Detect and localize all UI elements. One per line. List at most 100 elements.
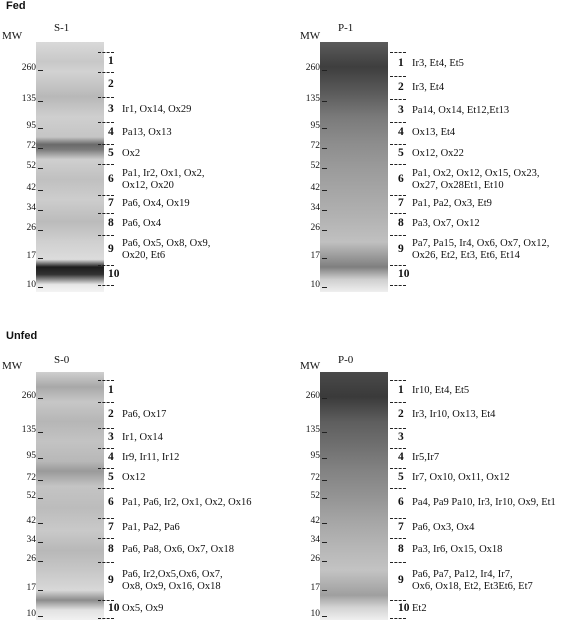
mw-tick-label: 72 xyxy=(26,141,37,151)
mw-tick-label: 17 xyxy=(310,251,321,261)
band-number: 6 xyxy=(398,172,404,185)
band-boundary-dash xyxy=(98,618,114,619)
band-boundary-dash xyxy=(98,468,114,469)
band-boundary-dash xyxy=(98,164,114,165)
band-boundary-dash xyxy=(390,468,406,469)
gel-lane-p0 xyxy=(320,372,388,620)
mw-tick-label: 26 xyxy=(310,554,321,564)
mw-label: MW xyxy=(2,360,23,372)
mw-tick-label: 135 xyxy=(21,425,36,435)
band-number: 1 xyxy=(108,384,114,396)
mw-tick-mark xyxy=(322,258,327,259)
band-number: 7 xyxy=(108,521,114,533)
band-boundary-dash xyxy=(390,195,406,196)
mw-tick-mark xyxy=(38,287,43,288)
mw-tick-mark xyxy=(322,210,327,211)
band-protein-list: Ir1, Ox14, Ox29 xyxy=(122,103,192,115)
band-number: 6 xyxy=(108,496,114,508)
gel-lane-p1 xyxy=(320,42,388,292)
band-protein-list: Ox13, Et4 xyxy=(412,127,456,138)
mw-tick-mark xyxy=(38,398,43,399)
band-protein-list: Pa6, Ox17 xyxy=(122,409,167,420)
band-number: 7 xyxy=(398,521,404,533)
mw-tick-label: 260 xyxy=(305,63,320,73)
band-number: 5 xyxy=(108,471,114,483)
band-protein-list: Et2 xyxy=(412,603,427,614)
mw-tick-label: 135 xyxy=(305,94,320,104)
mw-tick-label: 52 xyxy=(310,161,321,171)
band-number: 9 xyxy=(108,243,114,255)
band-boundary-dash xyxy=(390,76,406,77)
band-number: 6 xyxy=(398,496,404,508)
band-number: 9 xyxy=(398,574,404,586)
mw-tick-mark xyxy=(322,398,327,399)
band-number: 3 xyxy=(398,103,404,116)
mw-label: MW xyxy=(300,30,321,42)
band-boundary-dash xyxy=(98,380,114,381)
mw-tick-mark xyxy=(38,210,43,211)
mw-tick-mark xyxy=(38,230,43,231)
mw-tick-mark xyxy=(322,561,327,562)
band-number: 2 xyxy=(398,408,404,420)
gel-panel-s1: Fed MW S-1 260 135 95 72 52 42 34 26 17 10 1 2 3 Ir1,… xyxy=(0,0,283,317)
mw-label: MW xyxy=(2,30,23,42)
band-protein-list: Pa7, Pa15, Ir4, Ox6, Ox7, Ox12, Ox26, Et… xyxy=(412,238,550,261)
mw-tick-mark xyxy=(322,480,327,481)
mw-tick-mark xyxy=(322,148,327,149)
mw-tick-mark xyxy=(322,190,327,191)
band-protein-list: Ox12 xyxy=(122,472,146,483)
band-protein-list: Pa1, Ox2, Ox12, Ox15, Ox23, Ox27, Ox28Et… xyxy=(412,167,540,191)
band-boundary-dash xyxy=(390,265,406,266)
band-boundary-dash xyxy=(390,618,406,619)
mw-tick-mark xyxy=(322,70,327,71)
band-protein-list: Pa1, Pa2, Pa6 xyxy=(122,522,180,533)
band-boundary-dash xyxy=(98,448,114,449)
mw-tick-mark xyxy=(38,458,43,459)
band-number: 5 xyxy=(398,147,404,159)
mw-tick-mark xyxy=(38,168,43,169)
band-boundary-dash xyxy=(98,562,114,563)
mw-tick-mark xyxy=(322,498,327,499)
mw-tick-label: 95 xyxy=(310,121,321,131)
band-protein-list: Ir3, Ir10, Ox13, Et4 xyxy=(412,409,496,420)
band-boundary-dash xyxy=(98,538,114,539)
band-protein-list: Ir5,Ir7 xyxy=(412,452,440,463)
band-boundary-dash xyxy=(390,562,406,563)
band-protein-list: Pa6, Ir2,Ox5,Ox6, Ox7, Ox8, Ox9, Ox16, O… xyxy=(122,569,223,592)
band-boundary-dash xyxy=(390,428,406,429)
gel-panel-s0: Unfed MW S-0 260 135 95 72 52 42 34 26 17 10 1 2 Pa6… xyxy=(0,318,283,635)
mw-tick-label: 52 xyxy=(26,161,37,171)
band-boundary-dash xyxy=(98,285,114,286)
band-number: 2 xyxy=(398,80,404,93)
mw-tick-label: 34 xyxy=(26,203,37,213)
band-number: 8 xyxy=(398,543,404,555)
lane-label: P-1 xyxy=(338,22,354,34)
mw-tick-label: 52 xyxy=(310,491,321,501)
mw-tick-label: 260 xyxy=(21,63,36,73)
band-number: 6 xyxy=(108,172,114,185)
gel-lane-s0 xyxy=(36,372,104,620)
band-number: 1 xyxy=(398,57,404,69)
band-number: 10 xyxy=(398,268,410,280)
band-boundary-dash xyxy=(390,213,406,214)
mw-tick-mark xyxy=(322,101,327,102)
lane-label: P-0 xyxy=(338,354,354,366)
mw-tick-mark xyxy=(38,190,43,191)
gel-panel-p0: MW P-0 260 135 95 72 52 42 34 26 17 10 1 Ir10, Et4,… xyxy=(284,318,567,635)
band-number: 4 xyxy=(108,126,114,138)
band-number: 9 xyxy=(398,243,404,255)
band-protein-list: Ir3, Et4 xyxy=(412,81,445,93)
band-number: 7 xyxy=(108,197,114,209)
mw-tick-mark xyxy=(322,287,327,288)
mw-tick-label: 17 xyxy=(310,583,321,593)
band-protein-list: Ir3, Et4, Et5 xyxy=(412,58,464,69)
mw-tick-label: 42 xyxy=(26,183,37,193)
mw-tick-label: 135 xyxy=(305,425,320,435)
band-boundary-dash xyxy=(390,538,406,539)
band-protein-list: Pa14, Ox14, Et12,Et13 xyxy=(412,104,510,116)
condition-label: Unfed xyxy=(6,330,38,342)
mw-tick-label: 17 xyxy=(26,251,37,261)
band-boundary-dash xyxy=(98,213,114,214)
band-boundary-dash xyxy=(390,122,406,123)
band-protein-list: Pa6, Ox4 xyxy=(122,218,162,229)
